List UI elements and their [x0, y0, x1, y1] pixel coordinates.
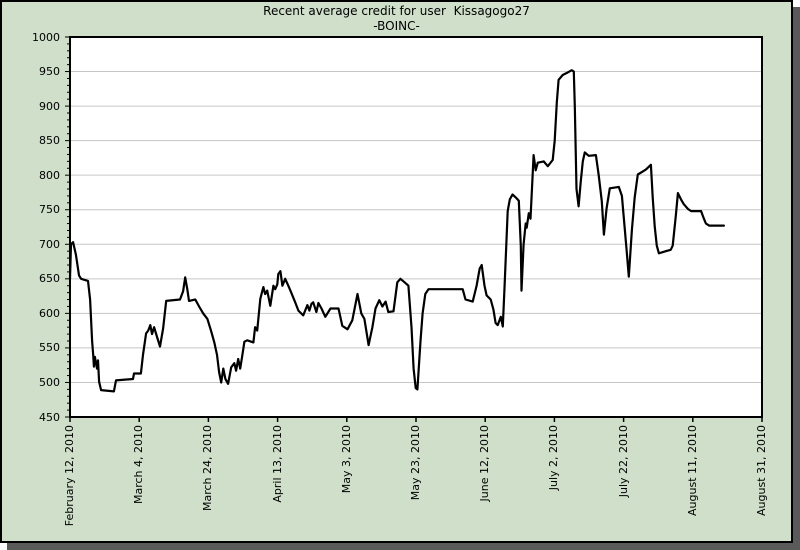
rac-line-series	[68, 69, 726, 393]
y-tick-label: 500	[39, 375, 60, 389]
chart-subtitle: -BOINC-	[373, 19, 420, 33]
plot-area: 450 500 550 600 650 700 750 800 850 900 950 1000 Feb…	[2, 2, 791, 541]
drop-shadow-bottom	[7, 543, 800, 550]
y-tick-label: 450	[39, 410, 60, 424]
y-tick-label: 800	[39, 168, 60, 182]
x-tick-label: May 23, 2010	[409, 425, 422, 501]
y-tick-label: 600	[39, 306, 60, 320]
x-tick-label: July 22, 2010	[616, 425, 630, 498]
x-tick-label: July 2, 2010	[547, 425, 561, 491]
y-tick-label: 1000	[32, 30, 60, 44]
x-tick-label: March 24, 2010	[201, 425, 215, 512]
y-tick-label: 700	[39, 237, 60, 251]
chart-title: Recent average credit for user Kissagogo…	[263, 4, 530, 18]
y-tick-label: 950	[39, 65, 60, 79]
y-tick-label: 750	[39, 203, 60, 217]
y-tick-label: 850	[39, 134, 60, 148]
x-tick-label: February 12, 2010	[63, 425, 76, 527]
drop-shadow-right	[793, 7, 800, 550]
x-tick-label: August 11, 2010	[685, 425, 699, 516]
chart-panel: Recent average credit for user Kissagogo…	[0, 0, 793, 543]
y-tick-label: 650	[39, 272, 60, 286]
x-tick-label: June 12, 2010	[478, 425, 492, 502]
x-tick-label: March 4, 2010	[132, 425, 146, 505]
y-tick-label: 550	[39, 341, 60, 355]
y-tick-label: 900	[39, 99, 60, 113]
x-tick-label: April 13, 2010	[270, 425, 284, 503]
x-tick-label: May 3, 2010	[339, 425, 353, 494]
x-tick-label: August 31, 2010	[755, 425, 768, 516]
